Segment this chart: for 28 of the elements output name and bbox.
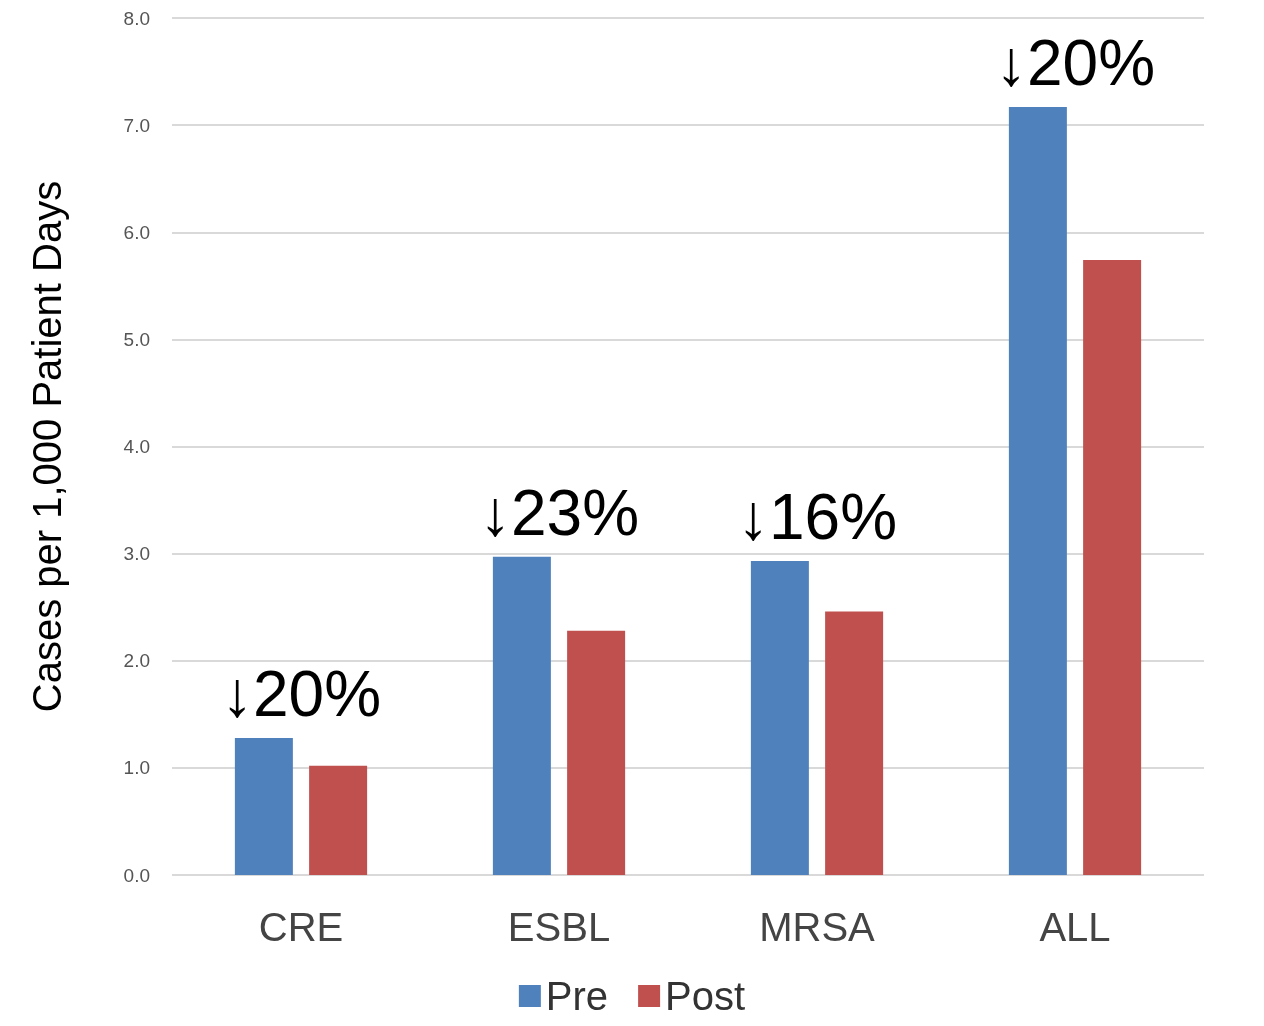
y-tick-label: 2.0 [123,650,150,672]
y-tick-label: 8.0 [123,7,150,29]
legend-label: Pre [545,974,609,1018]
y-tick-label: 4.0 [123,436,150,457]
bar [567,630,626,875]
x-tick-label: ESBL [507,905,611,949]
bar [492,556,551,875]
bar [1083,260,1142,875]
y-tick-label: 6.0 [123,221,150,243]
legend-label: Post [665,974,746,1018]
bar [825,611,884,875]
annotation: ↓16% [736,481,898,554]
y-tick-label: 1.0 [123,757,150,779]
x-tick-label: MRSA [759,905,876,949]
x-tick-label: ALL [1039,905,1111,949]
bar [750,561,809,875]
annotation: ↓20% [220,657,382,730]
bar [309,765,368,875]
y-tick-label: 3.0 [123,543,150,565]
annotation: ↓20% [994,26,1156,99]
y-tick-label: 7.0 [123,114,150,136]
bar [234,737,293,875]
y-tick-label: 5.0 [123,328,150,350]
y-tick-label: 0.0 [123,864,150,886]
bar [1008,106,1067,875]
x-tick-label: CRE [258,905,344,949]
y-axis-title: Cases per 1,000 Patient Days [25,180,69,713]
annotation: ↓23% [478,476,640,549]
